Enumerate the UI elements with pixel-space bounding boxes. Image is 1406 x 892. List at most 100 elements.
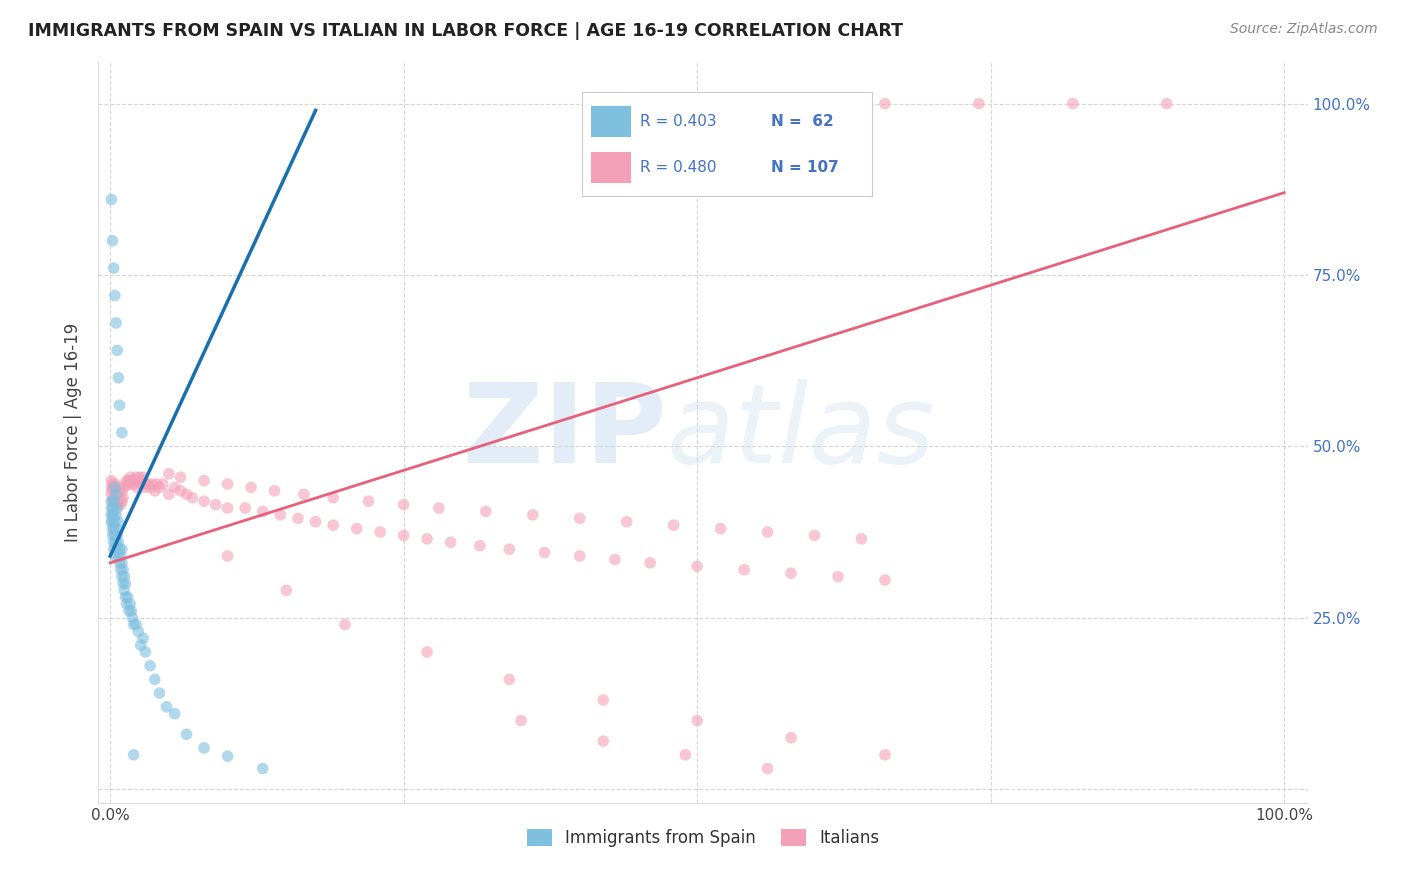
Point xyxy=(240,480,263,494)
Point xyxy=(100,515,122,529)
Point xyxy=(110,563,132,577)
Point xyxy=(498,542,520,557)
Point xyxy=(117,477,139,491)
Point xyxy=(111,569,134,583)
Point xyxy=(803,96,825,111)
Point xyxy=(107,535,129,549)
Point xyxy=(392,528,415,542)
Point xyxy=(104,477,127,491)
Point xyxy=(155,699,177,714)
Point xyxy=(120,597,142,611)
Point xyxy=(101,483,124,498)
Point xyxy=(104,549,127,563)
Point xyxy=(112,563,135,577)
Point xyxy=(427,501,450,516)
Point xyxy=(217,549,239,563)
Point xyxy=(105,316,128,330)
Legend: Immigrants from Spain, Italians: Immigrants from Spain, Italians xyxy=(520,822,886,854)
Point xyxy=(169,470,191,484)
Point xyxy=(105,508,128,522)
Point xyxy=(157,487,180,501)
Point xyxy=(114,576,136,591)
Point xyxy=(103,261,125,276)
Point xyxy=(101,522,124,536)
Point xyxy=(143,483,166,498)
Point xyxy=(756,762,779,776)
Point xyxy=(112,583,135,598)
Point xyxy=(108,494,131,508)
Point xyxy=(129,638,152,652)
Point xyxy=(851,532,873,546)
Point xyxy=(122,747,145,762)
Point xyxy=(873,747,896,762)
Point xyxy=(392,498,415,512)
Point xyxy=(112,480,135,494)
Point xyxy=(568,549,591,563)
Point xyxy=(673,747,696,762)
Point xyxy=(193,741,215,756)
Point xyxy=(108,483,131,498)
Point xyxy=(333,617,356,632)
Point xyxy=(276,583,298,598)
Point xyxy=(368,524,391,539)
Point xyxy=(141,477,163,491)
Point xyxy=(104,480,127,494)
Point xyxy=(131,474,153,488)
Point xyxy=(110,549,132,563)
Point xyxy=(125,470,148,484)
Text: IMMIGRANTS FROM SPAIN VS ITALIAN IN LABOR FORCE | AGE 16-19 CORRELATION CHART: IMMIGRANTS FROM SPAIN VS ITALIAN IN LABO… xyxy=(28,22,903,40)
Point xyxy=(322,491,344,505)
Point xyxy=(103,494,125,508)
Point xyxy=(111,542,134,557)
Point xyxy=(114,477,136,491)
Point xyxy=(104,288,127,302)
Point xyxy=(357,494,380,508)
Point xyxy=(603,552,626,566)
Point xyxy=(127,480,149,494)
Point xyxy=(120,477,142,491)
Point xyxy=(108,556,131,570)
Point xyxy=(780,731,803,745)
Point xyxy=(107,549,129,563)
Point xyxy=(108,398,131,412)
Point xyxy=(105,522,128,536)
Point xyxy=(662,518,685,533)
Point xyxy=(292,487,315,501)
Point xyxy=(125,617,148,632)
Point xyxy=(148,686,170,700)
Point xyxy=(118,474,141,488)
Point xyxy=(120,604,142,618)
Point xyxy=(148,480,170,494)
Point xyxy=(263,483,285,498)
Point xyxy=(101,477,124,491)
Point xyxy=(121,611,143,625)
Point xyxy=(108,542,131,557)
Point xyxy=(112,491,135,505)
Point xyxy=(122,617,145,632)
Point xyxy=(101,515,124,529)
Point xyxy=(756,524,779,539)
Point xyxy=(710,522,733,536)
Point xyxy=(686,559,709,574)
Point xyxy=(304,515,326,529)
Point xyxy=(568,511,591,525)
Point xyxy=(105,501,128,516)
Point xyxy=(115,597,138,611)
Text: Source: ZipAtlas.com: Source: ZipAtlas.com xyxy=(1230,22,1378,37)
Point xyxy=(163,480,186,494)
Point xyxy=(176,487,198,501)
Point xyxy=(124,474,146,488)
Point xyxy=(157,467,180,481)
Point xyxy=(169,483,191,498)
Point xyxy=(132,632,155,646)
Point xyxy=(780,566,803,581)
Point xyxy=(134,480,156,494)
Point xyxy=(439,535,461,549)
Point xyxy=(592,734,614,748)
Point xyxy=(967,96,990,111)
Point xyxy=(269,508,291,522)
Point xyxy=(104,491,127,505)
Point xyxy=(1062,96,1084,111)
Point xyxy=(139,480,162,494)
Point xyxy=(475,504,498,518)
